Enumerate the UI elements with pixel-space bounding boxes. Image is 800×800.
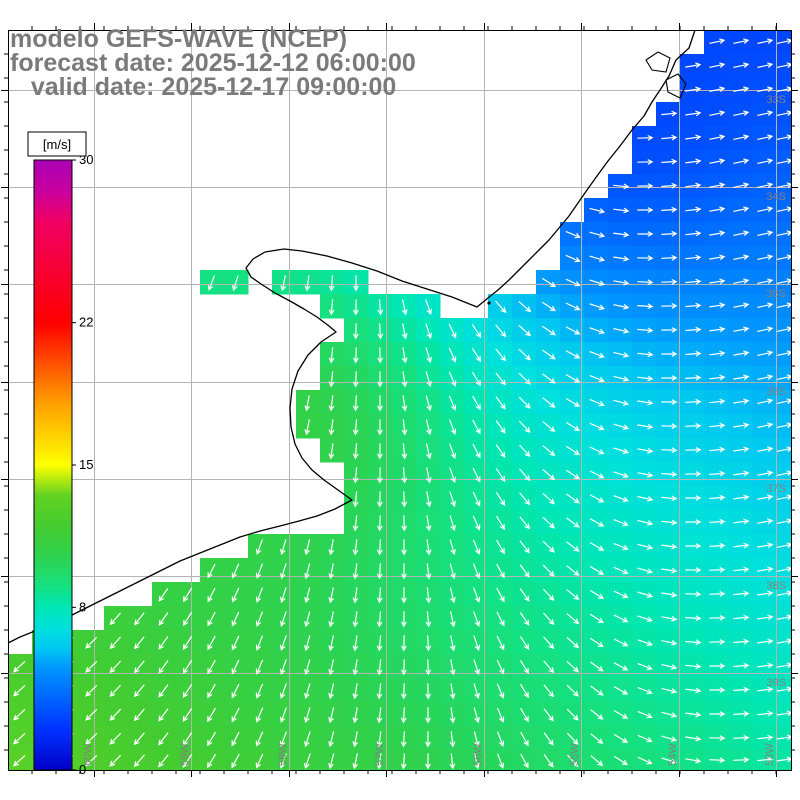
lon-label: 60W	[82, 743, 94, 766]
lat-label: 35S	[766, 288, 786, 300]
lat-label: 38S	[766, 580, 786, 592]
lon-label: 56W	[472, 743, 484, 766]
lon-label: 59W	[179, 743, 191, 766]
lat-label: 37S	[766, 483, 786, 495]
lat-label: 36S	[766, 386, 786, 398]
lon-label: 57W	[374, 743, 386, 766]
lon-label: 54W	[667, 743, 679, 766]
colorbar-tick-label: 8	[79, 599, 86, 614]
lon-label: 55W	[569, 743, 581, 766]
forecast-date-line: forecast date: 2025-12-12 06:00:00	[10, 49, 416, 77]
lat-label: 39S	[766, 677, 786, 689]
plot-frame	[1, 23, 798, 777]
coastline	[7, 29, 696, 644]
colorbar-unit-box	[27, 131, 87, 157]
colorbar-tick-label: 0	[79, 762, 86, 777]
colorbar-gradient	[33, 159, 73, 771]
colorbar-tick-label: 22	[79, 315, 93, 330]
model-title: modelo GEFS-WAVE (NCEP)	[10, 25, 348, 53]
valid-date-line: valid date: 2025-12-17 09:00:00	[10, 73, 397, 101]
lon-label: 53W	[764, 743, 776, 766]
lat-label: 34S	[766, 191, 786, 203]
colorbar-tick-label: 15	[79, 457, 93, 472]
colorbar-unit-label: [m/s]	[43, 137, 71, 152]
graticule	[8, 30, 791, 770]
lon-label: 58W	[277, 743, 289, 766]
lat-label: 33S	[766, 94, 786, 106]
sea-field	[8, 30, 792, 771]
axis-labels: 33S 34S 35S 36S 37S 38S 39S 60W 59W 58W 57W 56W 55W 5…	[82, 94, 786, 766]
